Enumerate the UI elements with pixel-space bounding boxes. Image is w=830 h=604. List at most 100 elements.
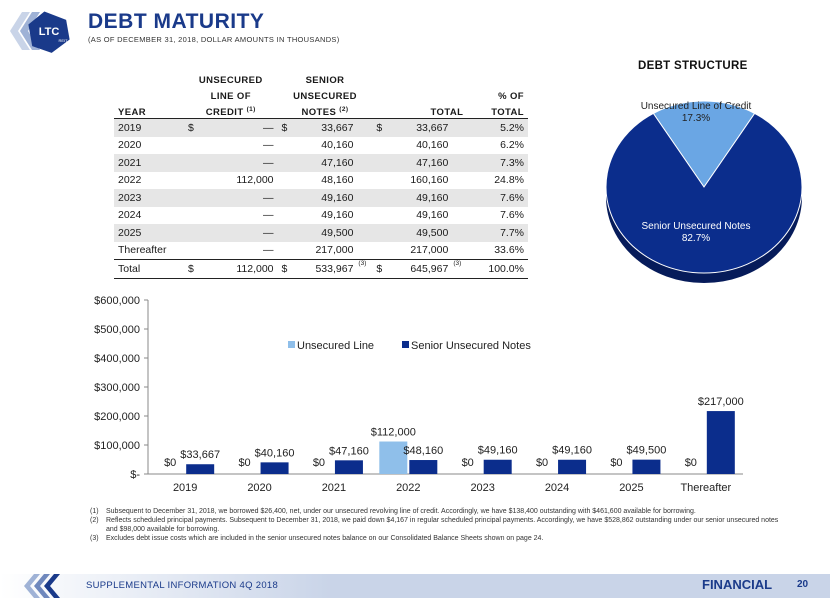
cell-total: 47,160 [388, 154, 453, 172]
col-header-line-3: CREDIT (1) [184, 102, 278, 119]
cell-n3 [452, 172, 467, 190]
footnote-ref-1: (1) [246, 105, 256, 113]
cell-total: 49,160 [388, 189, 453, 207]
pie-slice-senior-notes [605, 112, 803, 274]
x-tick-label: 2022 [396, 482, 420, 494]
cell-year: 2025 [114, 224, 184, 242]
cell-total: 645,967 [388, 259, 453, 279]
cell-n3 [452, 154, 468, 172]
cell-pct: 7.6% [500, 209, 524, 222]
page-number: 20 [797, 579, 809, 590]
col-header-line-1: UNSECURED [198, 75, 263, 86]
table-row: 2024 — 49,160 49,160 7.6% [114, 207, 528, 225]
cell-d1 [184, 137, 200, 155]
cell-total: 49,160 [416, 209, 449, 222]
col-header-line-2: LINE OF [210, 91, 251, 102]
footnote-2: (2) Reflects scheduled principal payments… [90, 517, 779, 533]
legend-label-unsecured-line: Unsecured Line [297, 340, 374, 352]
cell-d3 [372, 207, 388, 225]
table-total-row: Total $112,000 $533,967 (3) $645,967 (3) 100.0… [114, 259, 528, 279]
x-tick-label: 2021 [322, 482, 346, 494]
cell-d1: $ [184, 259, 200, 279]
cell-year: 2021 [114, 154, 184, 172]
cell-year: Thereafter [118, 244, 167, 257]
cell-line: — [263, 209, 274, 222]
cell-line: — [263, 139, 274, 152]
cell-n2 [357, 154, 373, 172]
table-row: 2022 112,000 48,160 160,160 24.8% [114, 172, 528, 190]
cell-pct: 24.8% [494, 174, 524, 187]
cell-n2 [357, 224, 373, 242]
cell-d3 [372, 224, 389, 242]
cell-total: 40,160 [416, 139, 449, 152]
cell-notes: 40,160 [321, 139, 354, 152]
cell-pct: 100.0% [467, 259, 528, 279]
x-tick-label: 2019 [173, 482, 197, 494]
cell-line: — [200, 154, 278, 172]
cell-d3 [372, 172, 388, 190]
pie-label-line-pct: 17.3% [681, 113, 711, 124]
data-label-unsecured-line: $0 [164, 457, 176, 469]
data-label-unsecured-line: $112,000 [371, 427, 416, 439]
cell-total: 217,000 [410, 244, 449, 257]
data-label-unsecured-line: $0 [536, 457, 548, 469]
cell-d1 [184, 242, 200, 260]
footnote-1: (1) Subsequent to December 31, 2018, we b… [90, 508, 696, 515]
debt-maturity-bar-chart: $- $100,000 $200,000 $300,000 $400,000 $500,0… [88, 292, 750, 502]
legend-swatch-unsecured-line [288, 341, 295, 348]
cell-notes: 533,967 [293, 259, 358, 279]
table-row: 2023 — 49,160 49,160 7.6% [114, 189, 528, 207]
cell-pct: 7.6% [467, 189, 528, 207]
cell-n3 [452, 137, 467, 155]
logo-subtext: REIT [58, 38, 68, 43]
cell-d1 [184, 224, 200, 242]
cell-d2 [278, 207, 294, 225]
data-label-unsecured-line: $0 [685, 457, 697, 469]
page-title: DEBT MATURITY [88, 10, 265, 33]
y-tick-label: $100,000 [94, 440, 140, 452]
cell-notes: 47,160 [293, 154, 358, 172]
cell-d3: $ [372, 259, 389, 279]
bar-unsecured-line [379, 441, 408, 474]
cell-d1 [184, 154, 200, 172]
table-row: 2025 — 49,500 49,500 7.7% [114, 224, 528, 242]
pie-label-senior-pct: 82.7% [681, 233, 711, 244]
y-tick-label: $600,000 [94, 295, 140, 307]
y-tick-label: $400,000 [94, 353, 140, 365]
pie-label-line-of-credit: Unsecured Line of Credit 17.3% [606, 101, 786, 125]
cell-d2 [278, 172, 294, 190]
pie-slice-line-of-credit [652, 100, 756, 188]
cell-n2 [357, 137, 372, 155]
col-header-total: TOTAL [430, 107, 464, 118]
company-logo: LTC REIT [8, 8, 78, 54]
cell-notes: 217,000 [315, 244, 354, 257]
table-row: 2021 — 47,160 47,160 7.3% [114, 154, 528, 172]
cell-n3 [452, 118, 468, 137]
cell-notes: 49,160 [293, 189, 358, 207]
cell-d3 [372, 154, 389, 172]
cell-n3 [452, 207, 467, 225]
cell-line: 112,000 [236, 174, 274, 187]
bar-senior-notes [632, 459, 661, 474]
cell-line: — [200, 118, 278, 137]
col-header-pct-2: TOTAL [491, 107, 524, 118]
legend-swatch-senior-notes [402, 341, 409, 348]
footer-section-label: FINANCIAL [702, 577, 773, 592]
table-row: 2019 $ — $33,667 $33,667 5.2% [114, 118, 528, 137]
cell-notes: 49,500 [293, 224, 358, 242]
data-label-unsecured-line: $0 [462, 457, 474, 469]
y-tick-label: $300,000 [94, 382, 140, 394]
data-label-unsecured-line: $0 [238, 457, 250, 469]
cell-year: 2023 [114, 189, 184, 207]
x-tick-label: 2023 [470, 482, 494, 494]
col-header-senior-label: NOTES [301, 107, 337, 118]
cell-pct: 7.7% [467, 224, 528, 242]
cell-d2: $ [277, 118, 294, 137]
bar-senior-notes [186, 464, 215, 474]
cell-line: — [200, 224, 278, 242]
bar-senior-notes [558, 459, 587, 474]
debt-structure-pie: Unsecured Line of Credit 17.3% Senior Un… [596, 95, 816, 300]
footer-bar: SUPPLEMENTAL INFORMATION 4Q 2018 FINANCI… [0, 574, 830, 598]
cell-n2 [357, 242, 372, 260]
col-header-year: YEAR [118, 107, 146, 118]
